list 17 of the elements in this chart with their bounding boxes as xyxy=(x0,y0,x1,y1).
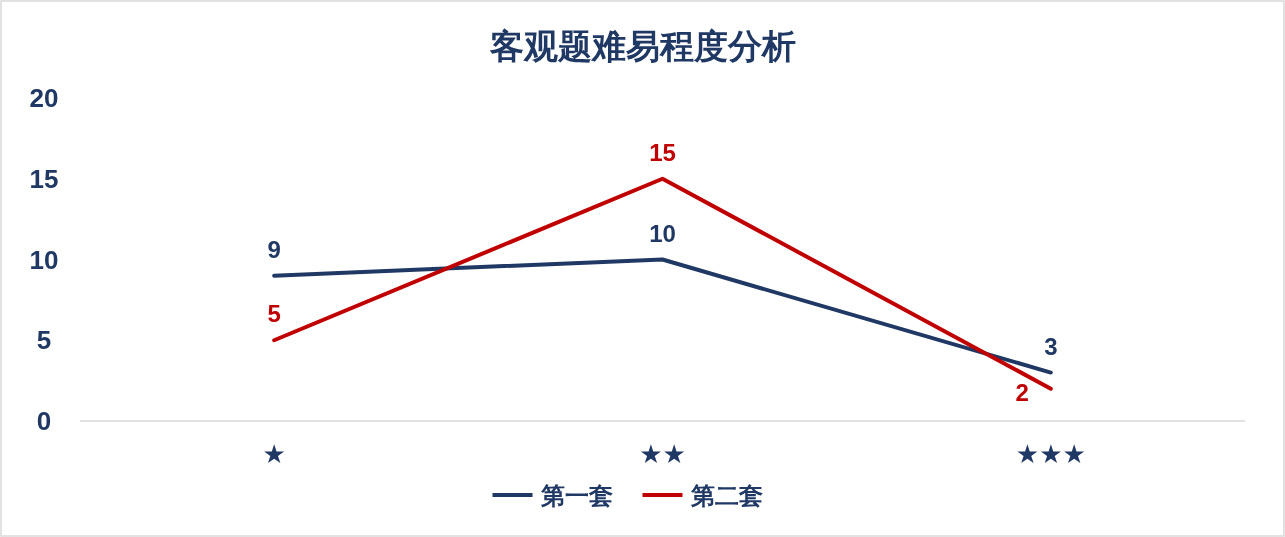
data-label: 2 xyxy=(1015,378,1029,406)
legend-label: 第一套 xyxy=(539,482,613,509)
data-label: 15 xyxy=(649,138,676,166)
data-label: 3 xyxy=(1044,332,1058,360)
data-label: 9 xyxy=(267,235,281,263)
y-tick-label: 20 xyxy=(29,83,59,113)
y-tick-label: 0 xyxy=(36,406,52,436)
x-tick-label: ★★★ xyxy=(1015,439,1086,469)
data-label: 10 xyxy=(649,219,676,247)
y-tick-label: 5 xyxy=(36,325,52,356)
data-label: 5 xyxy=(267,300,281,328)
y-tick-label: 15 xyxy=(29,163,59,194)
legend-label: 第二套 xyxy=(689,482,763,509)
y-tick-label: 10 xyxy=(29,244,59,275)
x-tick-label: ★★ xyxy=(639,439,686,469)
chart-title: 客观题难易程度分析 xyxy=(488,27,796,65)
x-tick-label: ★ xyxy=(262,439,286,469)
